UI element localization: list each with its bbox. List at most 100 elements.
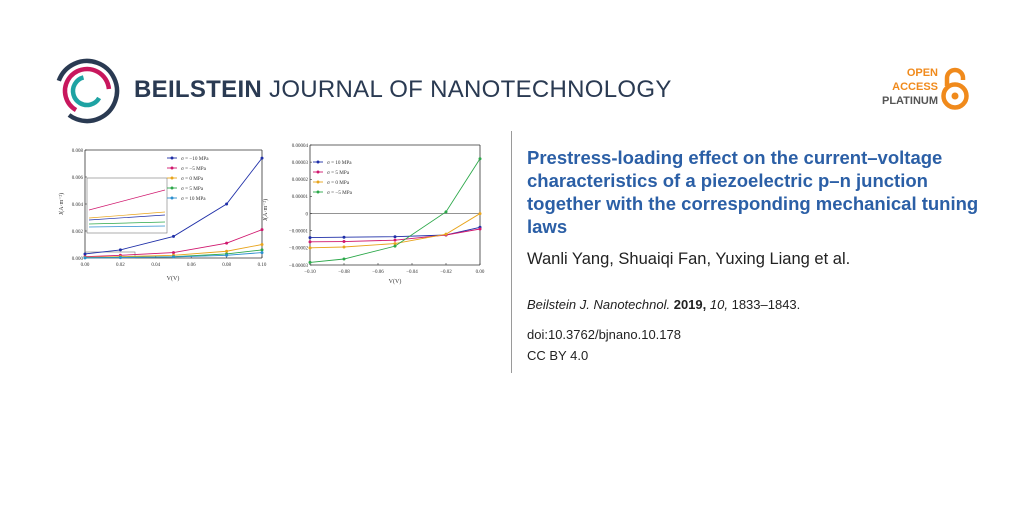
legend-marker <box>170 186 174 190</box>
inset-box <box>86 177 168 234</box>
x-tick-label: 0.00 <box>476 270 485 275</box>
data-point <box>308 246 312 250</box>
journal-header: BEILSTEIN JOURNAL OF NANOTECHNOLOGY OPEN… <box>0 0 1024 130</box>
open-access-label: OPEN ACCESS PLATINUM <box>870 66 938 108</box>
data-point <box>393 238 397 242</box>
article-info: Prestress-loading effect on the current–… <box>527 146 997 269</box>
y-tick-label: −0.00002 <box>289 247 309 252</box>
x-tick-label: −0.02 <box>440 270 452 275</box>
data-point <box>260 156 264 160</box>
x-tick-label: 0.10 <box>258 263 267 268</box>
data-point <box>118 256 122 260</box>
doi-link[interactable]: doi:10.3762/bjnano.10.178 <box>527 327 681 342</box>
chart-right-xlabel: V(V) <box>389 278 402 285</box>
oa-line-access: ACCESS <box>892 81 938 93</box>
legend-marker <box>170 166 174 170</box>
legend-entry: σ = −10 MPa <box>181 156 209 162</box>
article-title[interactable]: Prestress-loading effect on the current–… <box>527 147 979 237</box>
data-point <box>225 241 229 245</box>
data-point <box>225 253 229 257</box>
column-divider <box>511 131 512 373</box>
y-tick-label: 0.00001 <box>292 195 309 200</box>
x-tick-label: 0.02 <box>116 263 125 268</box>
data-point <box>444 210 448 214</box>
chart-right-ylabel: J(A·m⁻²) <box>262 199 269 221</box>
y-tick-label: 0.00002 <box>292 178 309 183</box>
citation-volume: 10, <box>709 297 728 312</box>
legend-entry: σ = −5 MPa <box>181 166 207 172</box>
x-tick-label: 0.08 <box>222 263 231 268</box>
data-point <box>83 252 87 256</box>
data-point <box>342 245 346 249</box>
open-lock-icon <box>941 67 969 110</box>
legend-marker <box>316 170 320 174</box>
legend-entry: σ = 10 MPa <box>181 196 206 202</box>
journal-name-rest: JOURNAL OF NANOTECHNOLOGY <box>269 76 672 103</box>
journal-name-bold: BEILSTEIN <box>134 76 263 103</box>
y-tick-label: −0.00001 <box>289 230 309 235</box>
data-point <box>83 256 87 260</box>
y-tick-label: 0 <box>306 212 309 217</box>
article-authors: Wanli Yang, Shuaiqi Fan, Yuxing Liang et… <box>527 250 851 268</box>
x-tick-label: 0.06 <box>187 263 196 268</box>
y-tick-label: 0.000 <box>72 257 84 262</box>
data-point <box>225 202 229 206</box>
citation-year: 2019, <box>673 297 707 312</box>
data-point <box>342 240 346 244</box>
legend-marker <box>170 196 174 200</box>
x-tick-label: −0.04 <box>406 270 418 275</box>
data-point <box>478 212 482 216</box>
x-tick-label: −0.06 <box>372 270 384 275</box>
legend-marker <box>170 156 174 160</box>
journal-title[interactable]: BEILSTEIN JOURNAL OF NANOTECHNOLOGY <box>134 76 672 104</box>
y-tick-label: 0.00003 <box>292 161 309 166</box>
concentric-arcs-logo-icon <box>54 58 120 124</box>
data-point <box>478 157 482 161</box>
citation-line: Beilstein J. Nanotechnol. 2019, 10, 1833… <box>527 297 800 312</box>
data-point <box>393 244 397 248</box>
legend-entry: σ = 5 MPa <box>327 170 350 176</box>
legend-entry: σ = 10 MPa <box>327 160 352 166</box>
chart-left-ylabel: J(A·m⁻²) <box>58 193 65 215</box>
legend-marker <box>316 160 320 164</box>
data-point <box>393 242 397 246</box>
legend-entry: σ = 0 MPa <box>327 180 350 186</box>
data-point <box>308 236 312 240</box>
data-point <box>172 255 175 259</box>
data-point <box>172 234 175 238</box>
oa-line-platinum: PLATINUM <box>881 95 938 107</box>
chart-left-xlabel: V(V) <box>167 275 180 282</box>
legend-marker <box>170 176 174 180</box>
y-tick-label: 0.004 <box>72 203 84 208</box>
data-point <box>172 251 175 255</box>
data-point <box>444 232 448 236</box>
data-point <box>478 227 482 231</box>
y-tick-label: 0.006 <box>72 176 84 181</box>
data-point <box>342 257 346 261</box>
y-tick-label: 0.008 <box>72 149 84 154</box>
y-tick-label: 0.00004 <box>292 144 309 149</box>
data-point <box>342 235 346 239</box>
chart-right: 0.00004 0.00003 0.00002 0.00001 0 −0.00001 −0.… <box>262 144 485 285</box>
y-tick-label: −0.00003 <box>289 264 309 269</box>
data-point <box>260 228 264 232</box>
data-point <box>393 235 397 239</box>
x-tick-label: 0.00 <box>81 263 90 268</box>
x-tick-label: 0.04 <box>151 263 160 268</box>
x-tick-label: −0.10 <box>304 270 316 275</box>
legend-marker <box>316 190 320 194</box>
data-point <box>118 248 122 252</box>
legend-entry: σ = −5 MPa <box>327 190 353 196</box>
citation-pages: 1833–1843. <box>731 297 801 312</box>
legend-entry: σ = 5 MPa <box>181 186 204 192</box>
oa-line-open: OPEN <box>906 67 938 79</box>
data-point <box>260 251 264 255</box>
data-point <box>308 260 312 264</box>
x-tick-label: −0.08 <box>338 270 350 275</box>
legend-marker <box>316 180 320 184</box>
citation-journal: Beilstein J. Nanotechnol. <box>527 297 671 312</box>
chart-left: 0.000 0.002 0.004 0.006 0.008 0.00 0.02 0.04 0.… <box>58 149 267 282</box>
data-point <box>308 240 312 244</box>
license-label[interactable]: CC BY 4.0 <box>527 348 589 363</box>
